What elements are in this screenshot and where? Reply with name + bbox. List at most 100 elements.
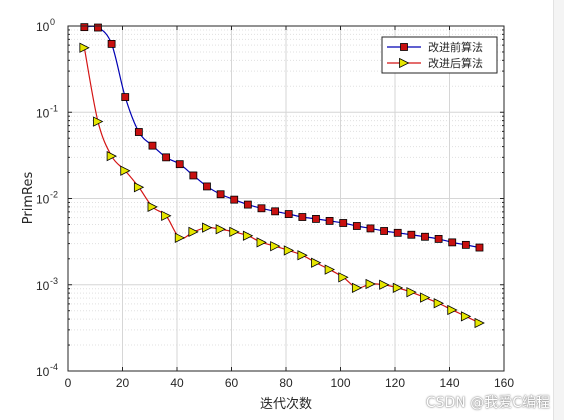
y-tick-base: 10 bbox=[36, 365, 50, 379]
data-point bbox=[311, 257, 322, 268]
data-point bbox=[284, 210, 293, 218]
data-point bbox=[106, 150, 117, 162]
x-tick-label: 40 bbox=[170, 376, 184, 390]
data-point bbox=[420, 292, 431, 303]
data-point bbox=[271, 207, 280, 216]
data-point bbox=[121, 93, 130, 101]
series-1 bbox=[80, 23, 484, 252]
series-2 bbox=[79, 42, 485, 329]
data-point bbox=[202, 222, 213, 233]
tick-marks bbox=[67, 25, 505, 372]
data-point bbox=[189, 171, 198, 180]
data-point bbox=[230, 195, 239, 204]
data-point bbox=[174, 232, 186, 243]
data-point bbox=[325, 216, 334, 225]
data-point bbox=[215, 224, 226, 235]
data-point bbox=[148, 141, 157, 150]
data-point bbox=[257, 204, 266, 213]
data-point bbox=[283, 245, 295, 256]
data-point bbox=[134, 128, 143, 136]
y-tick-label: 10 0 bbox=[36, 17, 55, 34]
y-tick-label: 10 -2 bbox=[36, 190, 58, 207]
x-axis-title: 迭代次数 bbox=[260, 396, 312, 412]
data-point bbox=[80, 23, 89, 32]
data-point bbox=[393, 228, 402, 237]
y-tick-base: 10 bbox=[36, 20, 50, 34]
y-tick-exponent: -1 bbox=[50, 103, 58, 113]
y-tick-exponent: 0 bbox=[50, 17, 55, 27]
x-tick-label: 120 bbox=[385, 376, 405, 390]
data-point bbox=[133, 182, 145, 193]
window-edge bbox=[553, 0, 564, 420]
x-tick-label: 60 bbox=[225, 376, 239, 390]
data-point bbox=[447, 304, 458, 316]
y-tick-label: 10 -4 bbox=[36, 362, 58, 379]
data-point bbox=[406, 287, 417, 298]
y-tick-exponent: -2 bbox=[50, 190, 58, 200]
data-point bbox=[475, 243, 484, 252]
data-point bbox=[298, 213, 307, 221]
data-point bbox=[297, 250, 308, 261]
y-tick-exponent: -3 bbox=[50, 276, 58, 286]
data-point bbox=[203, 182, 211, 191]
data-point bbox=[188, 226, 199, 238]
y-tick-exponent: -4 bbox=[50, 362, 58, 372]
data-point bbox=[351, 282, 363, 294]
data-point bbox=[270, 241, 281, 252]
legend-label: 改进后算法 bbox=[428, 56, 483, 70]
y-tick-base: 10 bbox=[36, 193, 50, 207]
data-point bbox=[461, 240, 470, 249]
y-tick-base: 10 bbox=[36, 279, 50, 293]
data-point bbox=[242, 230, 254, 241]
data-point bbox=[79, 42, 90, 53]
data-point bbox=[379, 279, 390, 290]
x-tick-label: 80 bbox=[279, 376, 293, 390]
legend-label: 改进前算法 bbox=[428, 40, 483, 54]
data-point bbox=[407, 230, 416, 239]
data-point bbox=[94, 23, 102, 32]
data-point bbox=[312, 215, 320, 223]
data-point bbox=[93, 116, 104, 127]
legend-entry: 改进前算法 bbox=[387, 40, 483, 54]
watermark: CSDN @我爱C编程 bbox=[425, 395, 550, 411]
data-point bbox=[243, 200, 252, 209]
x-tick-labels: 0 20 40 60 80 100 120 140 160 bbox=[65, 376, 515, 390]
y-tick-label: 10 -1 bbox=[36, 103, 58, 120]
data-point bbox=[460, 311, 472, 322]
data-point bbox=[400, 43, 408, 51]
y-tick-label: 10 -3 bbox=[36, 276, 58, 293]
data-point bbox=[147, 201, 158, 213]
data-point bbox=[175, 160, 184, 169]
data-point bbox=[474, 317, 485, 329]
data-point bbox=[162, 153, 171, 162]
y-axis-title: PrimRes bbox=[21, 172, 36, 225]
x-tick-label: 20 bbox=[116, 376, 130, 390]
data-point bbox=[338, 272, 349, 283]
data-point bbox=[433, 298, 444, 309]
data-point bbox=[448, 238, 457, 247]
x-tick-label: 160 bbox=[494, 376, 514, 390]
series-layer bbox=[79, 23, 485, 329]
data-point bbox=[366, 224, 375, 233]
data-point bbox=[161, 210, 172, 221]
data-point bbox=[339, 219, 348, 227]
data-point bbox=[434, 235, 443, 243]
data-point bbox=[365, 278, 376, 290]
x-tick-label: 0 bbox=[65, 376, 72, 390]
data-point bbox=[380, 227, 389, 235]
data-point bbox=[216, 190, 225, 199]
data-point bbox=[399, 57, 410, 69]
data-point bbox=[324, 264, 335, 275]
data-point bbox=[421, 232, 429, 241]
data-point bbox=[352, 222, 361, 230]
x-tick-label: 140 bbox=[439, 376, 459, 390]
data-point bbox=[120, 165, 131, 176]
x-tick-label: 100 bbox=[330, 376, 350, 390]
y-tick-base: 10 bbox=[36, 106, 50, 120]
data-point bbox=[229, 226, 240, 238]
data-point bbox=[256, 237, 267, 248]
data-point bbox=[107, 40, 116, 48]
